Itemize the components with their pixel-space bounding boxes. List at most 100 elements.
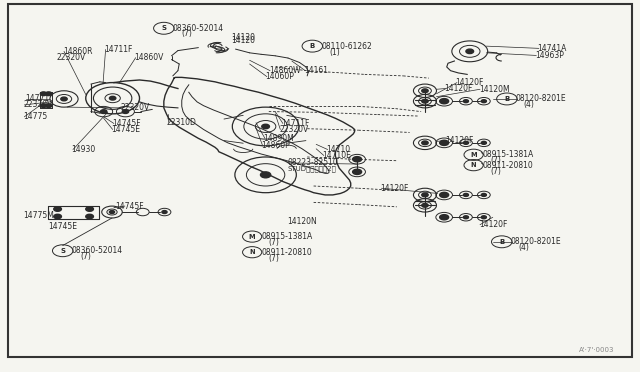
Text: 14963P: 14963P [535, 51, 564, 60]
Text: (7): (7) [490, 167, 501, 176]
Text: 22320V: 22320V [120, 103, 150, 112]
Circle shape [440, 215, 449, 220]
Text: 08223-82510: 08223-82510 [288, 158, 339, 167]
Circle shape [162, 211, 167, 214]
Circle shape [86, 214, 93, 219]
Circle shape [40, 92, 47, 96]
Circle shape [109, 211, 115, 214]
Text: 14710: 14710 [326, 145, 351, 154]
Text: 14711F: 14711F [104, 45, 132, 54]
Text: 14120F: 14120F [445, 136, 474, 145]
Text: 08360-52014: 08360-52014 [173, 24, 224, 33]
Text: 14860R: 14860R [63, 47, 92, 56]
Text: 08360-52014: 08360-52014 [72, 246, 123, 255]
Text: B: B [504, 96, 509, 102]
Circle shape [422, 89, 428, 93]
Circle shape [481, 216, 486, 219]
Text: 14741A: 14741A [538, 44, 567, 53]
Text: (7): (7) [269, 254, 280, 263]
Text: 08120-8201E: 08120-8201E [516, 94, 566, 103]
Text: N: N [250, 249, 255, 255]
Text: 08110-61262: 08110-61262 [321, 42, 372, 51]
Text: (7): (7) [269, 238, 280, 247]
Circle shape [353, 157, 362, 162]
Text: 14120F: 14120F [380, 184, 408, 193]
Text: 22310D: 22310D [166, 118, 196, 126]
Circle shape [86, 207, 93, 211]
Circle shape [54, 214, 61, 219]
Text: (7): (7) [490, 156, 501, 165]
Text: 14120F: 14120F [479, 220, 507, 229]
Text: 14120F: 14120F [456, 78, 484, 87]
Circle shape [440, 140, 449, 145]
Text: 14745F: 14745F [113, 119, 141, 128]
Text: 14745F: 14745F [115, 202, 144, 211]
Circle shape [466, 49, 474, 54]
Circle shape [109, 96, 116, 100]
Text: 22320V: 22320V [23, 100, 52, 109]
Circle shape [440, 192, 449, 198]
Text: 14745E: 14745E [49, 222, 77, 231]
Circle shape [422, 141, 428, 145]
Text: 14775: 14775 [23, 112, 47, 121]
Circle shape [463, 141, 468, 144]
Text: 14710E: 14710E [323, 151, 351, 160]
Text: 14161: 14161 [304, 66, 328, 75]
Circle shape [440, 99, 449, 104]
Text: (4): (4) [524, 100, 534, 109]
Circle shape [422, 203, 428, 207]
Circle shape [481, 141, 486, 144]
Circle shape [40, 104, 47, 108]
Text: 14120: 14120 [232, 36, 256, 45]
Text: N: N [471, 162, 476, 168]
Circle shape [422, 193, 428, 197]
Text: (1): (1) [329, 48, 340, 57]
Circle shape [422, 99, 428, 103]
Text: 14120M: 14120M [479, 85, 509, 94]
Text: B: B [499, 239, 504, 245]
Text: S: S [60, 248, 65, 254]
Circle shape [45, 92, 52, 96]
Circle shape [61, 97, 67, 101]
Circle shape [260, 172, 271, 178]
Circle shape [481, 193, 486, 196]
Text: M: M [470, 152, 477, 158]
Circle shape [353, 169, 362, 174]
Text: S: S [161, 25, 166, 31]
Text: 08911-20810: 08911-20810 [483, 161, 533, 170]
Text: 14120: 14120 [232, 33, 256, 42]
Text: 08915-1381A: 08915-1381A [261, 232, 312, 241]
Circle shape [463, 100, 468, 103]
Text: STUDスタッド（2）: STUDスタッド（2） [288, 166, 337, 172]
Circle shape [100, 110, 107, 113]
Circle shape [45, 104, 52, 108]
Text: 14771: 14771 [26, 94, 50, 103]
Text: A'·7'·0003: A'·7'·0003 [579, 347, 614, 353]
Text: 14060P: 14060P [266, 72, 294, 81]
Text: (7): (7) [182, 29, 193, 38]
Text: 14120F: 14120F [444, 84, 472, 93]
Text: 14775M: 14775M [23, 211, 54, 220]
Text: (7): (7) [81, 252, 92, 261]
Text: (4): (4) [518, 243, 529, 252]
Text: 08915-1381A: 08915-1381A [483, 150, 534, 159]
Circle shape [481, 100, 486, 103]
Text: 08120-8201E: 08120-8201E [511, 237, 561, 246]
Text: 14860V: 14860V [134, 53, 164, 62]
Text: 22320V: 22320V [56, 53, 86, 62]
Circle shape [463, 216, 468, 219]
Text: 14711F: 14711F [282, 119, 310, 128]
Text: M: M [249, 234, 255, 240]
Text: 14860W: 14860W [269, 66, 300, 75]
Text: 14890M: 14890M [264, 134, 294, 143]
Circle shape [262, 124, 269, 129]
Circle shape [54, 207, 61, 211]
Text: 22320V: 22320V [279, 125, 308, 134]
Text: 14745E: 14745E [111, 125, 140, 134]
Circle shape [463, 193, 468, 196]
Text: 08911-20810: 08911-20810 [261, 248, 312, 257]
Text: B: B [310, 43, 315, 49]
Text: 14120N: 14120N [287, 217, 316, 226]
Circle shape [122, 110, 129, 113]
Text: 14860P: 14860P [261, 141, 290, 150]
